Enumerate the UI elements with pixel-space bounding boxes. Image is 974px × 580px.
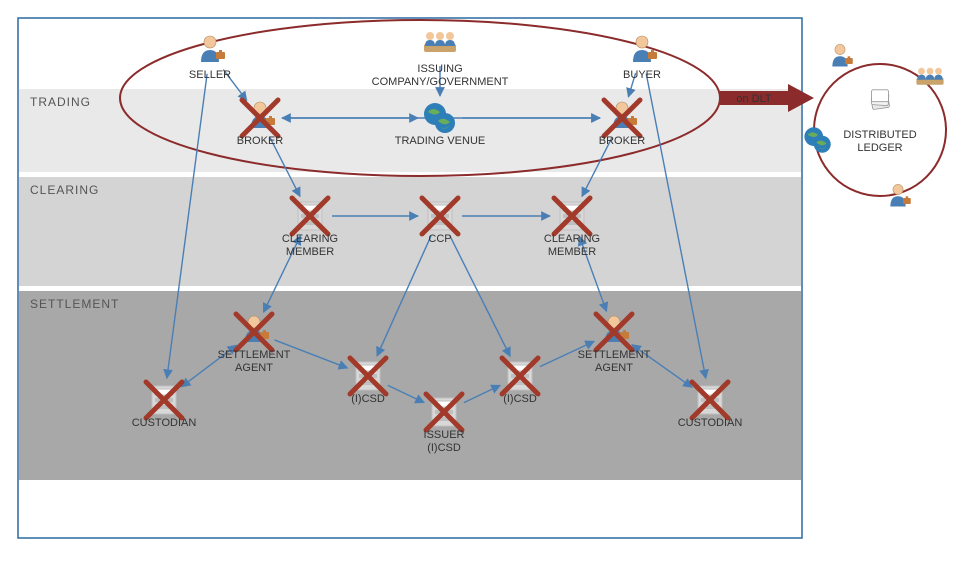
band-settlement (19, 290, 801, 480)
dlt-arrow-label: on DLT (736, 93, 772, 105)
dlt-circle-label: DISTRIBUTEDLEDGER (843, 129, 916, 154)
node-label-buyer: BUYER (623, 69, 661, 81)
node-label-icsd_r: (I)CSD (503, 393, 537, 405)
dlt-globe-icon (804, 127, 830, 153)
node-label-broker_l: BROKER (237, 135, 284, 147)
node-label-cmem_r: CLEARINGMEMBER (544, 233, 600, 258)
band-clearing (19, 176, 801, 286)
node-label-venue: TRADING VENUE (395, 135, 485, 147)
node-label-cust_r: CUSTODIAN (678, 417, 743, 429)
node-label-icsd_l: (I)CSD (351, 393, 385, 405)
diagram-canvas: TRADINGCLEARINGSETTLEMENTSELLERISSUINGCO… (0, 0, 974, 580)
band-label-clearing: CLEARING (30, 183, 99, 197)
node-label-issuer_csd: ISSUER(I)CSD (424, 429, 465, 454)
node-label-ccp: CCP (428, 233, 451, 245)
dlt-docs-icon (871, 90, 889, 110)
dlt-person-icon (832, 44, 852, 66)
node-label-seller: SELLER (189, 69, 231, 81)
band-label-trading: TRADING (30, 95, 91, 109)
node-label-cmem_l: CLEARINGMEMBER (282, 233, 338, 258)
node-label-cust_l: CUSTODIAN (132, 417, 197, 429)
board-icon (424, 32, 456, 52)
band-trading (19, 88, 801, 172)
dlt-board-icon (916, 68, 943, 85)
node-label-broker_r: BROKER (599, 135, 646, 147)
band-label-settlement: SETTLEMENT (30, 297, 119, 311)
